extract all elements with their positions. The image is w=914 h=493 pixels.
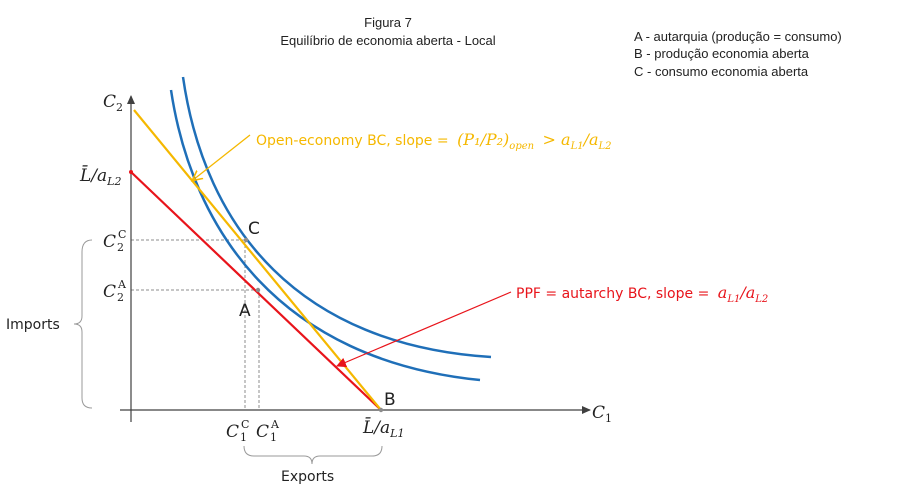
x-intercept-label: L̄/aL1 bbox=[362, 416, 404, 440]
imports-label: Imports bbox=[6, 317, 60, 333]
indifference-curve-lower bbox=[169, 89, 481, 382]
open-economy-bc-line bbox=[133, 109, 382, 411]
figure-subtitle: Equilíbrio de economia aberta - Local bbox=[280, 33, 495, 48]
figure-title: Figura 7 bbox=[364, 15, 412, 30]
point-a-label: A bbox=[239, 301, 251, 321]
ppf-pointer bbox=[336, 291, 512, 368]
exports-bracket bbox=[243, 445, 383, 465]
legend: A - autarquia (produção = consumo) B - p… bbox=[634, 29, 842, 79]
point-b-dot bbox=[378, 407, 384, 413]
point-a-dot bbox=[255, 287, 261, 293]
y-intercept-dot bbox=[129, 170, 133, 174]
exports-label: Exports bbox=[281, 469, 334, 485]
point-b-label: B bbox=[384, 390, 396, 410]
legend-item-a: A - autarquia (produção = consumo) bbox=[634, 29, 842, 44]
y-axis-label: C2 bbox=[103, 92, 123, 114]
guide-lines bbox=[131, 239, 260, 410]
ppf-annotation: PPF = autarchy BC, slope = aL1/aL2 bbox=[516, 283, 768, 305]
x-axis-label: C1 bbox=[592, 403, 612, 425]
c2c-tick-label: C2C bbox=[103, 228, 126, 254]
y-intercept-label: L̄/aL2 bbox=[79, 164, 121, 188]
c1c-tick-label: C1C bbox=[226, 418, 249, 444]
indifference-curve-upper bbox=[181, 76, 492, 359]
open-bc-pointer bbox=[193, 134, 251, 180]
c1a-tick-label: C1A bbox=[256, 418, 280, 444]
axes bbox=[120, 95, 591, 422]
point-c-label: C bbox=[248, 219, 260, 239]
open-bc-annotation: Open-economy BC, slope = (P₁/P₂)open > a… bbox=[256, 130, 612, 153]
ppf-line bbox=[130, 171, 382, 411]
legend-item-c: C - consumo economia aberta bbox=[634, 64, 809, 79]
c2a-tick-label: C2A bbox=[103, 278, 127, 304]
point-c-dot bbox=[243, 237, 249, 243]
legend-item-b: B - produção economia aberta bbox=[634, 46, 810, 61]
imports-bracket bbox=[73, 239, 93, 409]
